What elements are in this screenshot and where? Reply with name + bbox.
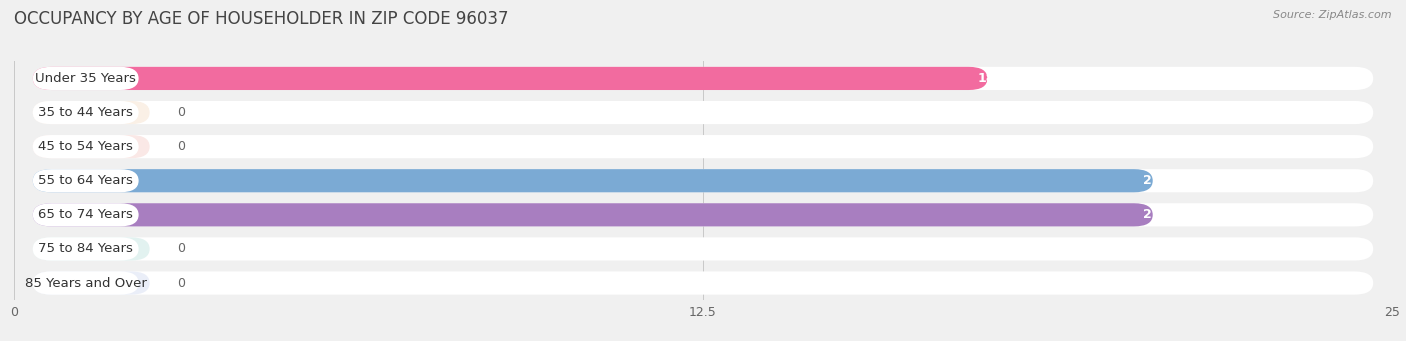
Text: 45 to 54 Years: 45 to 54 Years: [38, 140, 134, 153]
FancyBboxPatch shape: [32, 67, 139, 90]
Text: 18: 18: [977, 72, 995, 85]
FancyBboxPatch shape: [32, 271, 1374, 295]
FancyBboxPatch shape: [32, 203, 139, 226]
FancyBboxPatch shape: [32, 203, 1374, 226]
FancyBboxPatch shape: [32, 237, 1374, 261]
FancyBboxPatch shape: [32, 203, 1153, 226]
Text: 21: 21: [1143, 174, 1160, 187]
FancyBboxPatch shape: [32, 101, 139, 124]
Text: 55 to 64 Years: 55 to 64 Years: [38, 174, 134, 187]
FancyBboxPatch shape: [32, 271, 149, 295]
FancyBboxPatch shape: [32, 101, 1374, 124]
Text: 0: 0: [177, 140, 184, 153]
FancyBboxPatch shape: [32, 271, 139, 295]
FancyBboxPatch shape: [32, 135, 149, 158]
FancyBboxPatch shape: [32, 169, 139, 192]
Text: 0: 0: [177, 106, 184, 119]
FancyBboxPatch shape: [32, 67, 1374, 90]
Text: 65 to 74 Years: 65 to 74 Years: [38, 208, 134, 221]
FancyBboxPatch shape: [32, 135, 139, 158]
FancyBboxPatch shape: [32, 169, 1374, 192]
Text: Source: ZipAtlas.com: Source: ZipAtlas.com: [1274, 10, 1392, 20]
FancyBboxPatch shape: [32, 101, 149, 124]
Text: 85 Years and Over: 85 Years and Over: [25, 277, 146, 290]
Text: 0: 0: [177, 277, 184, 290]
Text: 35 to 44 Years: 35 to 44 Years: [38, 106, 134, 119]
FancyBboxPatch shape: [32, 169, 1153, 192]
Text: 21: 21: [1143, 208, 1160, 221]
Text: Under 35 Years: Under 35 Years: [35, 72, 136, 85]
FancyBboxPatch shape: [32, 237, 149, 261]
FancyBboxPatch shape: [32, 67, 987, 90]
Text: 75 to 84 Years: 75 to 84 Years: [38, 242, 134, 255]
Text: OCCUPANCY BY AGE OF HOUSEHOLDER IN ZIP CODE 96037: OCCUPANCY BY AGE OF HOUSEHOLDER IN ZIP C…: [14, 10, 509, 28]
FancyBboxPatch shape: [32, 237, 139, 261]
FancyBboxPatch shape: [32, 135, 1374, 158]
Text: 0: 0: [177, 242, 184, 255]
